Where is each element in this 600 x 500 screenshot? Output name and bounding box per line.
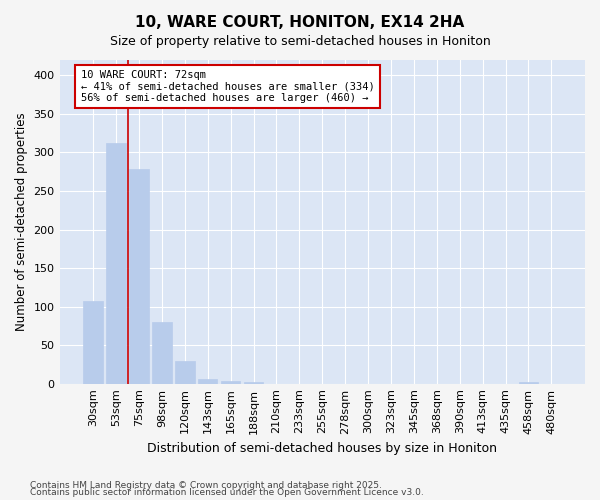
Bar (175, 362, 194, 384)
Bar (129, 170, 149, 384)
Text: 10 WARE COURT: 72sqm
← 41% of semi-detached houses are smaller (334)
56% of semi: 10 WARE COURT: 72sqm ← 41% of semi-detac… (80, 70, 374, 103)
Bar (519, 382, 538, 384)
Y-axis label: Number of semi-detached properties: Number of semi-detached properties (15, 112, 28, 331)
Text: Contains public sector information licensed under the Open Government Licence v3: Contains public sector information licen… (30, 488, 424, 497)
Bar (106, 143, 126, 384)
Bar (244, 382, 263, 384)
Text: Contains HM Land Registry data © Crown copyright and database right 2025.: Contains HM Land Registry data © Crown c… (30, 480, 382, 490)
Bar (152, 322, 172, 384)
Text: Size of property relative to semi-detached houses in Honiton: Size of property relative to semi-detach… (110, 35, 490, 48)
Bar (83, 301, 103, 384)
Text: 10, WARE COURT, HONITON, EX14 2HA: 10, WARE COURT, HONITON, EX14 2HA (136, 15, 464, 30)
Bar (221, 382, 241, 384)
X-axis label: Distribution of semi-detached houses by size in Honiton: Distribution of semi-detached houses by … (147, 442, 497, 455)
Bar (198, 379, 217, 384)
